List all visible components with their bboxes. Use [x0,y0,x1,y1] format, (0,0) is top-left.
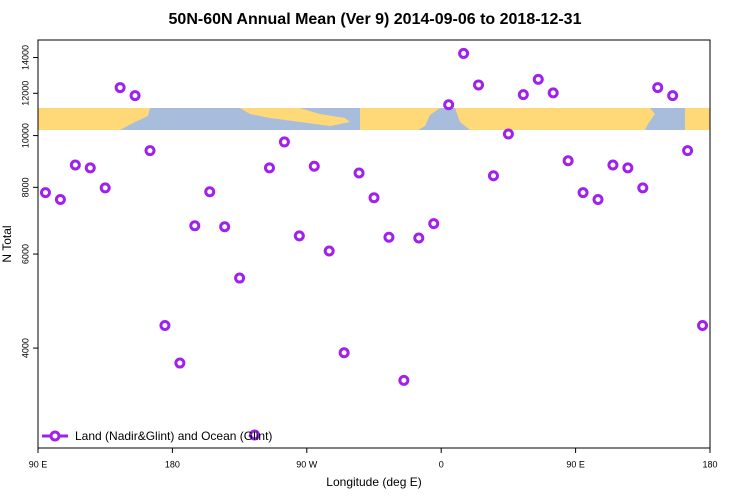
y-tick-label: 14000 [20,45,30,70]
data-point [204,186,216,198]
data-point [174,357,186,369]
data-point [234,272,246,284]
y-tick-label: 4000 [20,338,30,358]
data-point [69,159,81,171]
data-point [577,187,589,199]
chart-title: 50N-60N Annual Mean (Ver 9) 2014-09-06 t… [169,11,582,28]
data-point [383,231,395,243]
data-point [517,89,529,101]
data-point [263,162,275,174]
data-point [473,79,485,91]
y-tick-label: 8000 [20,177,30,197]
data-point [413,232,425,244]
x-axis-label: Longitude (deg E) [326,475,421,489]
data-point [293,230,305,242]
data-point [144,145,156,157]
legend-marker [49,430,61,442]
data-point [189,220,201,232]
y-tick-label: 12000 [20,81,30,106]
plot-frame [37,39,711,449]
data-point [592,194,604,206]
data-point [323,245,335,257]
y-axis-label: N Total [0,225,14,262]
data-point [54,194,66,206]
x-tick-label: 180 [702,459,717,469]
data-point [458,47,470,59]
data-point [278,136,290,148]
data-point [487,170,499,182]
data-point [249,429,261,441]
data-point [622,162,634,174]
data-point [428,218,440,230]
y-tick-label: 10000 [20,123,30,148]
data-point [532,73,544,85]
data-point [652,82,664,94]
data-point [667,90,679,102]
data-point [159,319,171,331]
data-point [39,187,51,199]
data-point [368,192,380,204]
data-point [443,99,455,111]
x-tick-label: 0 [439,459,444,469]
legend-label: Land (Nadir&Glint) and Ocean (Glint) [75,429,272,443]
x-tick-label: 180 [165,459,180,469]
data-point [308,160,320,172]
data-point [547,87,559,99]
data-point [562,155,574,167]
data-point [682,145,694,157]
x-tick-label: 90 E [29,459,48,469]
data-point [84,162,96,174]
data-point [398,374,410,386]
y-tick-label: 6000 [20,244,30,264]
data-point [129,90,141,102]
data-point [697,319,709,331]
x-tick-label: 90 E [566,459,585,469]
data-point [338,347,350,359]
data-point [502,128,514,140]
x-tick-label: 90 W [296,459,318,469]
data-point [637,182,649,194]
data-point [99,182,111,194]
data-point [219,221,231,233]
data-point [114,82,126,94]
data-point [607,159,619,171]
map-strip [38,108,710,130]
data-point [353,167,365,179]
